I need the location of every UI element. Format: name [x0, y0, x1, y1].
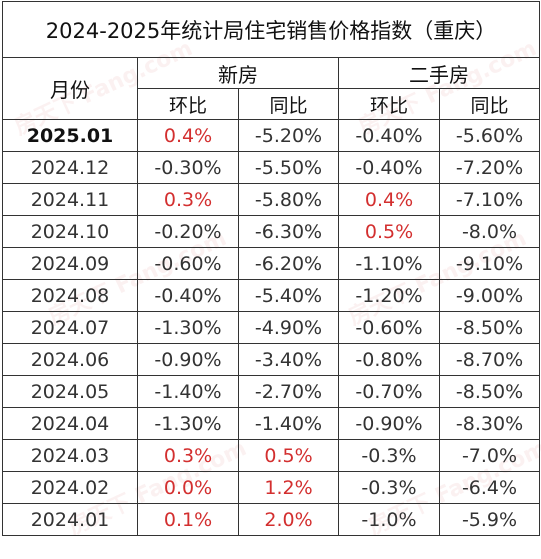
new-mom-cell: -0.90%: [137, 343, 239, 376]
table-row: 2024.05 -1.40% -2.70% -0.70% -8.50%: [2, 375, 541, 408]
month-cell: 2024.12: [2, 151, 138, 184]
sec-yoy-cell: -5.60%: [438, 119, 541, 152]
new-yoy-cell: -1.40%: [238, 407, 339, 440]
table-row: 2024.09 -0.60% -6.20% -1.10% -9.10%: [2, 247, 541, 280]
new-yoy-cell: -3.40%: [238, 343, 339, 376]
new-yoy-cell: -5.20%: [238, 119, 339, 152]
new-yoy-cell: 0.5%: [238, 439, 339, 472]
table-row: 2024.04 -1.30% -1.40% -0.90% -8.30%: [2, 407, 541, 440]
sec-mom-cell: -1.20%: [338, 279, 440, 312]
sec-yoy-cell: -8.70%: [438, 343, 541, 376]
new-yoy-cell: -2.70%: [238, 375, 339, 408]
new-mom-cell: 0.1%: [137, 503, 239, 536]
new-mom-cell: 0.3%: [137, 183, 239, 216]
second-yoy-header: 同比: [438, 88, 541, 120]
new-mom-header: 环比: [137, 88, 239, 120]
month-cell: 2024.10: [2, 215, 138, 248]
new-yoy-cell: -5.80%: [238, 183, 339, 216]
new-mom-cell: -1.40%: [137, 375, 239, 408]
sec-mom-cell: 0.5%: [338, 215, 440, 248]
sec-yoy-cell: -6.4%: [438, 471, 541, 504]
table-row: 2024.10 -0.20% -6.30% 0.5% -8.0%: [2, 215, 541, 248]
new-mom-cell: 0.4%: [137, 119, 239, 152]
sec-mom-cell: -1.0%: [338, 503, 440, 536]
sec-mom-cell: 0.4%: [338, 183, 440, 216]
month-column-header: 月份: [2, 57, 138, 120]
sec-mom-cell: -0.40%: [338, 151, 440, 184]
new-yoy-cell: -6.20%: [238, 247, 339, 280]
month-cell: 2025.01: [2, 119, 138, 152]
new-yoy-cell: -6.30%: [238, 215, 339, 248]
month-cell: 2024.08: [2, 279, 138, 312]
table-row: 2025.01 0.4% -5.20% -0.40% -5.60%: [2, 119, 541, 152]
new-mom-cell: -0.60%: [137, 247, 239, 280]
new-mom-cell: -0.30%: [137, 151, 239, 184]
sec-yoy-cell: -7.20%: [438, 151, 541, 184]
month-cell: 2024.03: [2, 439, 138, 472]
new-yoy-cell: 2.0%: [238, 503, 339, 536]
table-row: 2024.06 -0.90% -3.40% -0.80% -8.70%: [2, 343, 541, 376]
new-mom-cell: 0.0%: [137, 471, 239, 504]
new-mom-cell: -1.30%: [137, 407, 239, 440]
table-row: 2024.03 0.3% 0.5% -0.3% -7.0%: [2, 439, 541, 472]
table-row: 2024.12 -0.30% -5.50% -0.40% -7.20%: [2, 151, 541, 184]
sec-yoy-cell: -9.00%: [438, 279, 541, 312]
sec-mom-cell: -0.90%: [338, 407, 440, 440]
sec-yoy-cell: -8.50%: [438, 311, 541, 344]
sec-yoy-cell: -8.0%: [438, 215, 541, 248]
sec-yoy-cell: -7.0%: [438, 439, 541, 472]
sec-yoy-cell: -9.10%: [438, 247, 541, 280]
new-yoy-cell: -4.90%: [238, 311, 339, 344]
month-cell: 2024.04: [2, 407, 138, 440]
table-row: 2024.02 0.0% 1.2% -0.3% -6.4%: [2, 471, 541, 504]
sec-yoy-cell: -8.30%: [438, 407, 541, 440]
new-mom-cell: -1.30%: [137, 311, 239, 344]
sec-mom-cell: -0.80%: [338, 343, 440, 376]
new-mom-cell: 0.3%: [137, 439, 239, 472]
second-mom-header: 环比: [338, 88, 440, 120]
sec-yoy-cell: -8.50%: [438, 375, 541, 408]
table-row: 2024.08 -0.40% -5.40% -1.20% -9.00%: [2, 279, 541, 312]
sec-mom-cell: -0.60%: [338, 311, 440, 344]
month-cell: 2024.07: [2, 311, 138, 344]
sec-mom-cell: -0.3%: [338, 439, 440, 472]
sec-yoy-cell: -7.10%: [438, 183, 541, 216]
month-cell: 2024.11: [2, 183, 138, 216]
table-title: 2024-2025年统计局住宅销售价格指数（重庆）: [1, 1, 541, 58]
month-cell: 2024.02: [2, 471, 138, 504]
table-row: 2024.11 0.3% -5.80% 0.4% -7.10%: [2, 183, 541, 216]
new-yoy-header: 同比: [238, 88, 339, 120]
table-row: 2024.01 0.1% 2.0% -1.0% -5.9%: [2, 503, 541, 536]
new-mom-cell: -0.20%: [137, 215, 239, 248]
price-index-table: 2024-2025年统计局住宅销售价格指数（重庆） 月份 新房 二手房 环比 同…: [1, 1, 541, 536]
sec-mom-cell: -0.40%: [338, 119, 440, 152]
month-cell: 2024.06: [2, 343, 138, 376]
sec-mom-cell: -1.10%: [338, 247, 440, 280]
month-cell: 2024.01: [2, 503, 138, 536]
new-yoy-cell: 1.2%: [238, 471, 339, 504]
new-house-group-header: 新房: [137, 57, 339, 89]
month-cell: 2024.09: [2, 247, 138, 280]
sec-mom-cell: -0.70%: [338, 375, 440, 408]
new-mom-cell: -0.40%: [137, 279, 239, 312]
second-hand-group-header: 二手房: [337, 57, 541, 89]
sec-yoy-cell: -5.9%: [438, 503, 541, 536]
month-cell: 2024.05: [2, 375, 138, 408]
table-row: 2024.07 -1.30% -4.90% -0.60% -8.50%: [2, 311, 541, 344]
new-yoy-cell: -5.50%: [238, 151, 339, 184]
sec-mom-cell: -0.3%: [338, 471, 440, 504]
new-yoy-cell: -5.40%: [238, 279, 339, 312]
